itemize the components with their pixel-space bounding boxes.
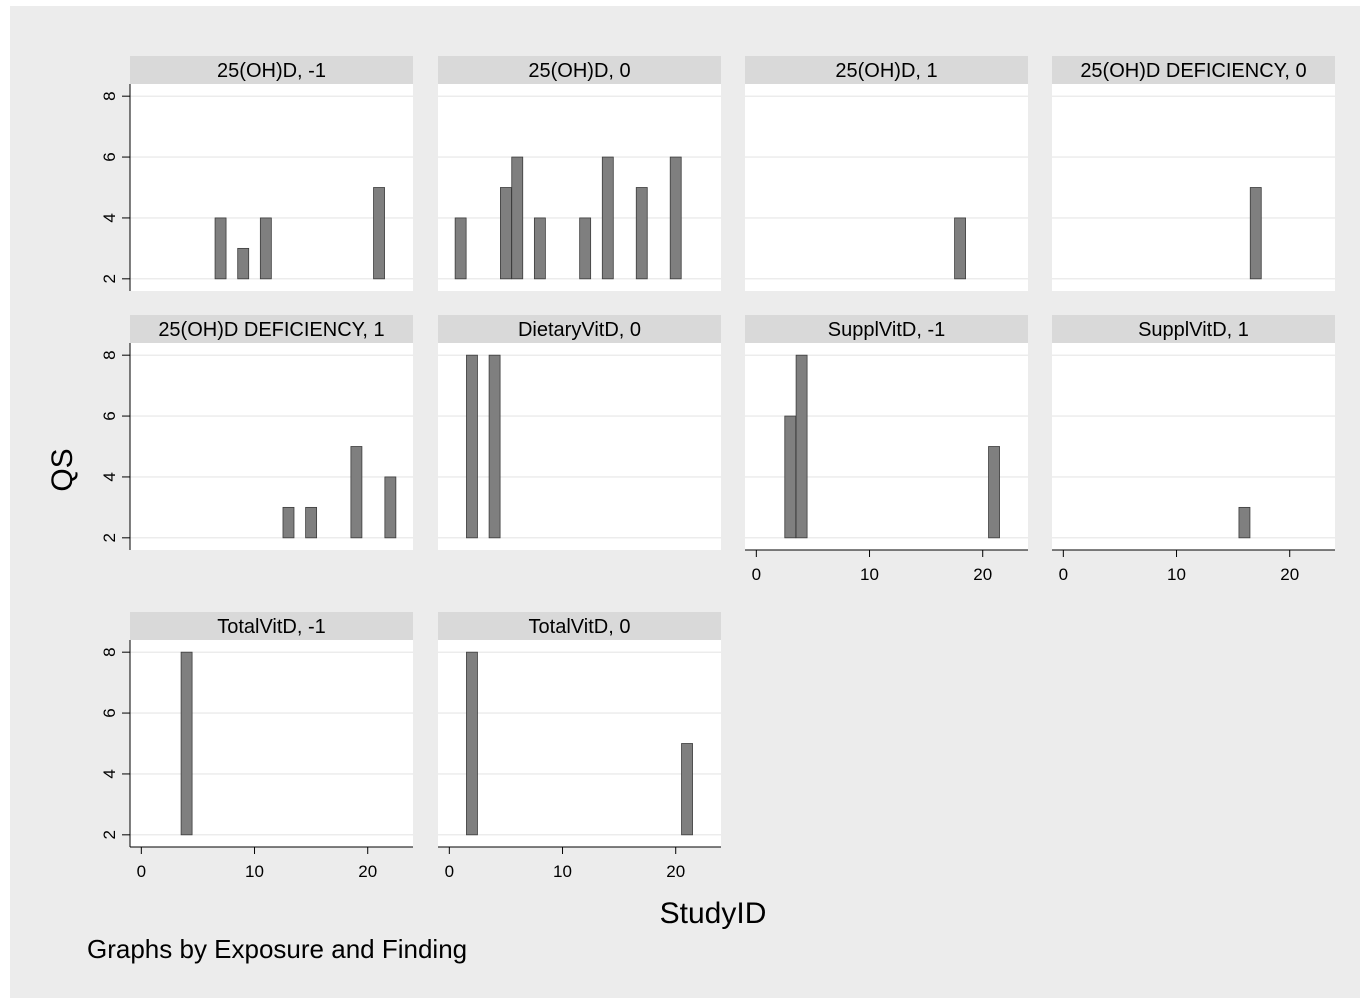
y-tick-label: 2: [100, 830, 119, 839]
plot-area: [130, 343, 413, 550]
bar: [1249, 187, 1262, 280]
x-tick-label: 20: [666, 862, 685, 881]
chart-note: Graphs by Exposure and Finding: [87, 934, 467, 964]
bar: [373, 187, 385, 280]
panel-strip: [745, 56, 1028, 84]
panel-strip: [438, 612, 721, 640]
x-tick-label: 0: [137, 862, 146, 881]
y-tick-label: 4: [100, 769, 119, 778]
panel-title: 25(OH)D, 1: [835, 60, 937, 82]
panel-strip: [438, 56, 721, 84]
x-tick-label: 0: [1059, 565, 1068, 584]
panel: 25(OH)D DEFICIENCY, 0: [1052, 56, 1335, 291]
bar: [1238, 506, 1251, 539]
bar: [784, 415, 797, 539]
plot-area: [438, 640, 721, 847]
bar: [511, 156, 524, 280]
bar: [214, 217, 227, 280]
y-tick-label: 6: [100, 152, 119, 161]
bar: [180, 651, 193, 836]
x-tick-label: 10: [860, 565, 879, 584]
panel-title: TotalVitD, -1: [217, 616, 326, 638]
bar: [237, 247, 250, 280]
panel: TotalVitD, 0 0 10 20: [438, 612, 721, 881]
x-tick-label: 10: [553, 862, 572, 881]
y-tick-label: 4: [100, 472, 119, 481]
bar: [954, 217, 966, 280]
panel: TotalVitD, -1 2 4 6 8 0 10 20: [100, 612, 413, 881]
panel-title: 25(OH)D, 0: [528, 60, 630, 82]
bar: [466, 354, 478, 539]
bar: [305, 506, 318, 539]
plot-area: [1052, 343, 1335, 550]
panel-title: 25(OH)D, -1: [217, 60, 326, 82]
y-tick-label: 8: [100, 647, 119, 656]
panel-strip: [1052, 56, 1335, 84]
panels: 25(OH)D, -1 2 4 6 8 25(OH)D, 0 25(OH)D, 1 25(OH…: [100, 56, 1335, 881]
bar: [466, 651, 478, 836]
x-tick-label: 20: [973, 565, 992, 584]
bar: [669, 156, 682, 280]
bar: [384, 476, 397, 539]
bar: [488, 354, 501, 539]
x-axis-title: StudyID: [660, 897, 767, 930]
bar: [635, 187, 648, 280]
panel: SupplVitD, 1 0 10 20: [1052, 315, 1335, 584]
panel: 25(OH)D, 0: [438, 56, 721, 291]
bar: [350, 446, 363, 539]
panel-title: 25(OH)D DEFICIENCY, 1: [158, 319, 384, 341]
plot-area: [745, 84, 1028, 291]
panel-strip: [745, 315, 1028, 343]
y-tick-label: 2: [100, 533, 119, 542]
y-tick-label: 2: [100, 274, 119, 283]
panel-title: SupplVitD, 1: [1138, 319, 1249, 341]
bar: [500, 187, 512, 280]
x-tick-label: 20: [1280, 565, 1299, 584]
panel-strip: [130, 315, 413, 343]
panel-strip: [438, 315, 721, 343]
x-tick-label: 0: [445, 862, 454, 881]
panel-title: TotalVitD, 0: [529, 616, 631, 638]
panel-title: 25(OH)D DEFICIENCY, 0: [1080, 60, 1306, 82]
panel: DietaryVitD, 0: [438, 315, 721, 550]
bar: [681, 743, 693, 836]
plot-area: [438, 343, 721, 550]
bar: [533, 217, 546, 280]
y-tick-label: 6: [100, 411, 119, 420]
panel-strip: [130, 612, 413, 640]
y-axis-title: QS: [46, 448, 79, 491]
bar: [454, 217, 467, 280]
x-tick-label: 0: [752, 565, 761, 584]
panel-title: DietaryVitD, 0: [518, 319, 641, 341]
plot-area: [1052, 84, 1335, 291]
panel: 25(OH)D, -1 2 4 6 8: [100, 56, 413, 291]
panel: 25(OH)D, 1: [745, 56, 1028, 291]
bar: [601, 156, 614, 280]
x-tick-label: 20: [358, 862, 377, 881]
x-tick-label: 10: [245, 862, 264, 881]
y-tick-label: 8: [100, 91, 119, 100]
bar: [259, 217, 272, 280]
panel-strip: [130, 56, 413, 84]
bar: [988, 446, 1000, 539]
y-tick-label: 8: [100, 350, 119, 359]
plot-area: [130, 640, 413, 847]
bar: [795, 354, 808, 539]
panel-title: SupplVitD, -1: [828, 319, 945, 341]
y-tick-label: 4: [100, 213, 119, 222]
y-tick-label: 6: [100, 708, 119, 717]
panel-strip: [1052, 315, 1335, 343]
panel: 25(OH)D DEFICIENCY, 1 2 4 6 8: [100, 315, 413, 550]
x-tick-label: 10: [1167, 565, 1186, 584]
bar: [579, 217, 592, 280]
panel: SupplVitD, -1 0 10 20: [745, 315, 1028, 584]
bar: [282, 506, 295, 539]
